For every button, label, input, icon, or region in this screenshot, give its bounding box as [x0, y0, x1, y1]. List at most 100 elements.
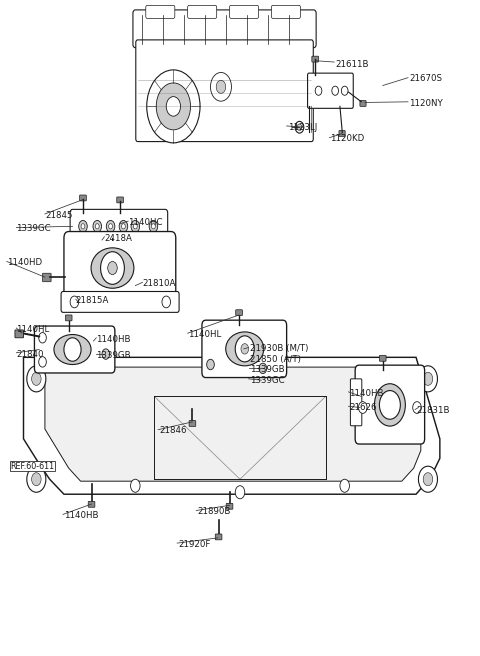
- FancyBboxPatch shape: [189, 420, 196, 426]
- FancyBboxPatch shape: [360, 100, 366, 106]
- Text: REF.60-611: REF.60-611: [11, 462, 55, 471]
- Circle shape: [70, 296, 79, 308]
- Circle shape: [131, 220, 140, 232]
- Text: 1140HB: 1140HB: [96, 335, 131, 344]
- Circle shape: [241, 344, 249, 354]
- Circle shape: [101, 252, 124, 284]
- Text: 1140HL: 1140HL: [16, 325, 49, 335]
- Circle shape: [413, 401, 421, 413]
- FancyBboxPatch shape: [215, 534, 222, 540]
- FancyBboxPatch shape: [80, 195, 86, 201]
- FancyBboxPatch shape: [229, 5, 259, 18]
- Circle shape: [211, 72, 231, 101]
- FancyBboxPatch shape: [202, 320, 287, 378]
- Text: 21670S: 21670S: [409, 75, 442, 83]
- Text: 21831B: 21831B: [416, 406, 450, 415]
- Text: 21920F: 21920F: [178, 540, 211, 549]
- Text: 21845: 21845: [45, 211, 72, 220]
- FancyBboxPatch shape: [64, 232, 176, 303]
- Circle shape: [108, 262, 117, 275]
- Ellipse shape: [226, 332, 264, 366]
- FancyBboxPatch shape: [226, 503, 233, 509]
- Ellipse shape: [54, 335, 91, 365]
- Text: 1140HB: 1140HB: [349, 389, 384, 398]
- Text: 21930B (M/T): 21930B (M/T): [250, 344, 308, 354]
- FancyBboxPatch shape: [312, 56, 319, 62]
- Circle shape: [419, 366, 437, 392]
- Text: 1140HD: 1140HD: [7, 258, 42, 267]
- Circle shape: [216, 80, 226, 93]
- FancyBboxPatch shape: [65, 315, 72, 321]
- Circle shape: [133, 224, 137, 229]
- FancyBboxPatch shape: [88, 501, 95, 507]
- FancyBboxPatch shape: [271, 5, 300, 18]
- Circle shape: [147, 70, 200, 143]
- FancyBboxPatch shape: [355, 365, 425, 444]
- Circle shape: [341, 86, 348, 95]
- Circle shape: [259, 363, 267, 374]
- Circle shape: [156, 83, 191, 130]
- Ellipse shape: [374, 384, 405, 426]
- Circle shape: [423, 473, 432, 485]
- Circle shape: [93, 220, 102, 232]
- Text: 1123LJ: 1123LJ: [288, 123, 317, 132]
- Text: 1339GC: 1339GC: [250, 376, 284, 384]
- Ellipse shape: [91, 248, 134, 288]
- Text: 1140HC: 1140HC: [128, 218, 163, 227]
- FancyBboxPatch shape: [350, 379, 362, 426]
- FancyBboxPatch shape: [136, 40, 313, 142]
- Text: 21611B: 21611B: [335, 60, 369, 68]
- Circle shape: [79, 220, 87, 232]
- Text: 1339GB: 1339GB: [250, 365, 284, 374]
- FancyBboxPatch shape: [379, 356, 386, 361]
- Text: 1339GB: 1339GB: [96, 351, 131, 360]
- Circle shape: [340, 480, 349, 492]
- FancyBboxPatch shape: [188, 5, 216, 18]
- FancyBboxPatch shape: [339, 131, 345, 136]
- Circle shape: [27, 466, 46, 492]
- FancyBboxPatch shape: [43, 274, 51, 281]
- Circle shape: [64, 338, 81, 361]
- Text: 21810A: 21810A: [143, 279, 176, 288]
- Circle shape: [121, 224, 125, 229]
- FancyBboxPatch shape: [61, 291, 179, 312]
- Circle shape: [27, 366, 46, 392]
- Circle shape: [32, 373, 41, 385]
- Circle shape: [131, 480, 140, 492]
- Polygon shape: [45, 367, 421, 482]
- Circle shape: [39, 333, 47, 343]
- FancyBboxPatch shape: [117, 197, 123, 203]
- Circle shape: [32, 473, 41, 485]
- Circle shape: [359, 401, 367, 413]
- Text: 1339GC: 1339GC: [16, 224, 51, 234]
- Text: 21890B: 21890B: [197, 507, 230, 516]
- Circle shape: [423, 373, 432, 385]
- FancyBboxPatch shape: [133, 10, 316, 48]
- Circle shape: [419, 466, 437, 492]
- Circle shape: [106, 220, 115, 232]
- Text: 21626: 21626: [349, 403, 377, 412]
- Circle shape: [297, 124, 302, 131]
- Circle shape: [379, 390, 400, 419]
- Circle shape: [119, 220, 128, 232]
- FancyBboxPatch shape: [15, 330, 24, 338]
- Circle shape: [39, 357, 47, 367]
- Circle shape: [207, 359, 214, 370]
- Circle shape: [235, 336, 254, 362]
- Circle shape: [152, 224, 156, 229]
- Text: 1120KD: 1120KD: [330, 134, 365, 144]
- Circle shape: [108, 224, 112, 229]
- FancyBboxPatch shape: [35, 326, 115, 373]
- FancyBboxPatch shape: [146, 5, 175, 18]
- Circle shape: [96, 224, 99, 229]
- Text: 21815A: 21815A: [76, 296, 109, 305]
- Circle shape: [315, 86, 322, 95]
- Text: 21840: 21840: [16, 350, 44, 359]
- Text: 1120NY: 1120NY: [409, 98, 443, 108]
- Circle shape: [166, 96, 180, 116]
- FancyBboxPatch shape: [236, 310, 242, 316]
- Circle shape: [295, 121, 304, 133]
- Text: 21850 (A/T): 21850 (A/T): [250, 355, 300, 364]
- Text: 2418A: 2418A: [104, 234, 132, 243]
- Circle shape: [162, 296, 170, 308]
